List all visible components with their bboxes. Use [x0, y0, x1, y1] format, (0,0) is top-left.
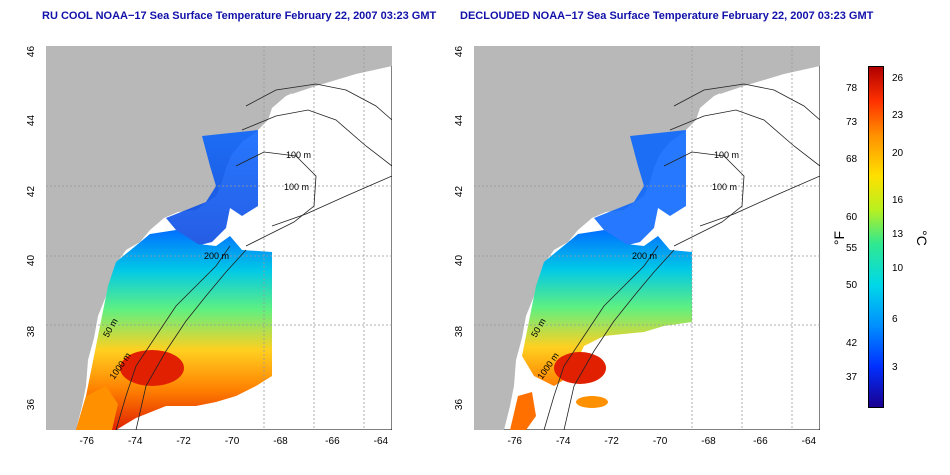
- x-tick-label: -72: [604, 436, 619, 447]
- y-tick-label: 40: [454, 255, 466, 267]
- colorbar: [868, 66, 884, 408]
- bathymetry-contours: [115, 83, 393, 431]
- x-tick-label: -68: [273, 436, 288, 447]
- celsius-unit: °C: [913, 230, 930, 246]
- celsius-tick: 16: [892, 195, 904, 207]
- left-panel-title: RU COOL NOAA−17 Sea Surface Temperature …: [42, 10, 437, 22]
- y-tick-label: 38: [26, 326, 38, 338]
- graticule: [46, 46, 392, 430]
- fahrenheit-unit: °F: [831, 230, 848, 246]
- x-tick-label: -66: [325, 436, 340, 447]
- y-tick-label: 40: [26, 255, 38, 267]
- celsius-tick: 23: [892, 110, 904, 122]
- celsius-tick: 10: [892, 263, 904, 275]
- contour-label: 100 m: [284, 182, 309, 192]
- y-tick-label: 42: [454, 186, 466, 198]
- fahrenheit-tick: 50: [846, 280, 858, 292]
- right-panel-title: DECLOUDED NOAA−17 Sea Surface Temperatur…: [460, 10, 874, 22]
- celsius-tick: 13: [892, 229, 904, 241]
- y-tick-label: 46: [26, 45, 38, 58]
- x-tick-label: -76: [507, 436, 522, 447]
- graticule: [474, 46, 820, 430]
- warm-eddy: [120, 350, 184, 386]
- declouded-sst-map: 100 m 100 m 200 m 50 m 1000 m: [473, 45, 821, 431]
- gulf-of-maine-sst: [594, 130, 686, 246]
- y-tick-label: 36: [454, 399, 466, 411]
- x-tick-label: -64: [373, 436, 389, 447]
- x-tick-label: -74: [555, 436, 571, 447]
- fahrenheit-tick: 68: [846, 154, 858, 166]
- celsius-tick: 3: [892, 361, 898, 373]
- fahrenheit-tick: 78: [846, 83, 858, 94]
- bathymetry-contours: [543, 83, 821, 431]
- contour-label: 200 m: [632, 251, 657, 261]
- y-tick-label: 44: [26, 115, 38, 127]
- shelf-sst: [522, 230, 692, 386]
- warm-eddy: [554, 352, 606, 384]
- y-tick-label: 38: [454, 326, 466, 338]
- celsius-tick: 6: [892, 314, 898, 326]
- y-tick-label: 46: [454, 45, 466, 58]
- fahrenheit-tick: 42: [846, 338, 858, 349]
- y-tick-label: 36: [26, 399, 38, 411]
- fahrenheit-tick: 73: [846, 117, 858, 128]
- x-tick-label: -70: [652, 436, 668, 447]
- y-tick-label: 42: [26, 186, 38, 198]
- celsius-tick: 26: [892, 72, 904, 84]
- gulf-of-maine-sst: [166, 130, 258, 246]
- fahrenheit-tick: 55: [846, 242, 858, 254]
- raw-sst-map: 100 m 100 m 200 m 50 m 1000 m: [45, 45, 393, 431]
- y-tick-label: 44: [454, 115, 466, 127]
- x-tick-label: -72: [176, 436, 191, 447]
- x-tick-label: -68: [701, 436, 716, 447]
- land-mass: [474, 46, 820, 430]
- contour-label: 100 m: [286, 150, 311, 160]
- contour-label: 100 m: [712, 182, 737, 192]
- shelf-sst: [76, 230, 272, 430]
- x-tick-label: -66: [753, 436, 768, 447]
- x-tick-label: -76: [79, 436, 94, 447]
- contour-label: 200 m: [204, 251, 229, 261]
- x-tick-label: -70: [224, 436, 240, 447]
- land-mass: [46, 46, 392, 430]
- contour-label: 100 m: [714, 150, 739, 160]
- fahrenheit-tick: 60: [846, 212, 858, 224]
- x-tick-label: -64: [801, 436, 817, 447]
- fahrenheit-tick: 37: [846, 372, 858, 383]
- x-tick-label: -74: [127, 436, 143, 447]
- celsius-tick: 20: [892, 147, 904, 159]
